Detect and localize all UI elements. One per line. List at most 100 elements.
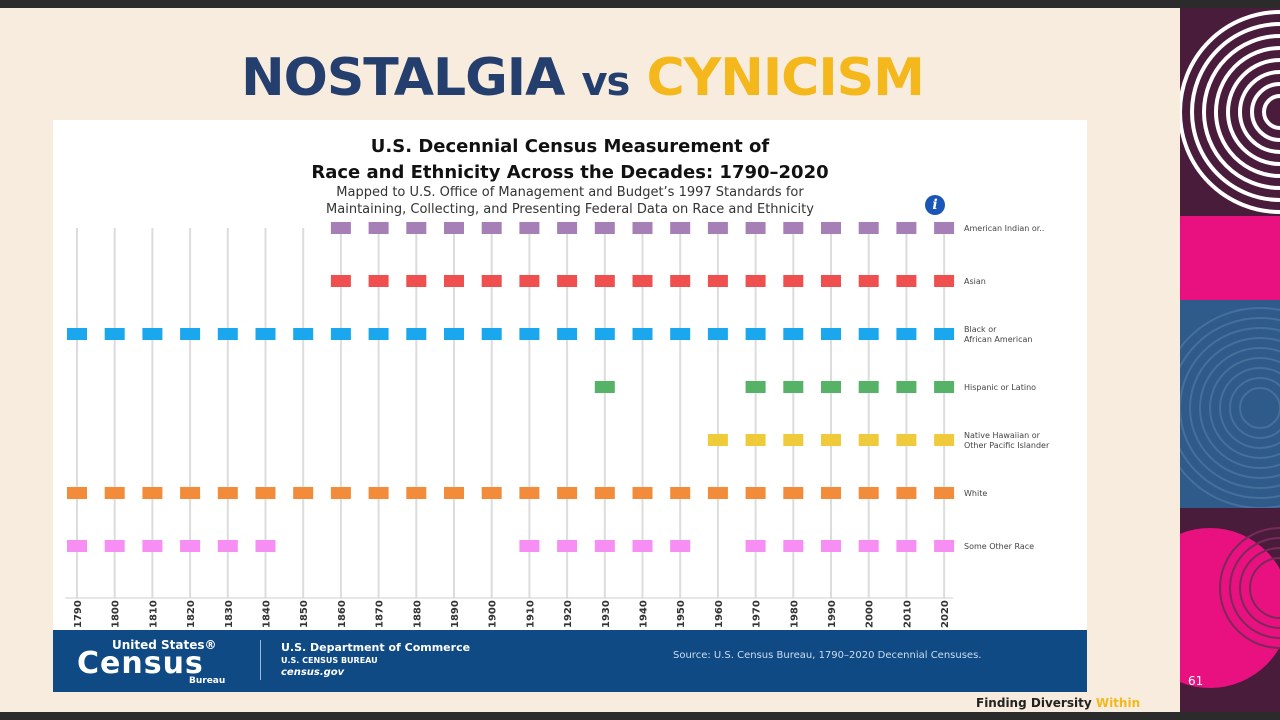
tagline-main: Finding Diversity bbox=[976, 696, 1092, 710]
mark-black-or-african-american-2020 bbox=[934, 328, 955, 340]
mark-black-or-african-american-1970 bbox=[745, 328, 766, 340]
mark-black-or-african-american-1800 bbox=[104, 328, 125, 340]
x-tick-label: 1970 bbox=[752, 600, 763, 628]
series-label: White bbox=[964, 489, 987, 498]
mark-black-or-african-american-1820 bbox=[180, 328, 201, 340]
mark-asian-1870 bbox=[368, 275, 389, 287]
mark-asian-1950 bbox=[670, 275, 691, 287]
series-label: American Indian or.. bbox=[964, 224, 1044, 233]
mark-asian-2010 bbox=[896, 275, 917, 287]
mark-asian-1900 bbox=[481, 275, 502, 287]
chart-subtitle: Mapped to U.S. Office of Management and … bbox=[53, 184, 1087, 218]
mark-american-indian-or--1870 bbox=[368, 222, 389, 234]
mark-black-or-african-american-1900 bbox=[481, 328, 502, 340]
x-tick-label: 1930 bbox=[601, 600, 612, 628]
mark-black-or-african-american-1980 bbox=[783, 328, 804, 340]
mark-native-hawaiian-or-other-pacific-islander-2000 bbox=[858, 434, 879, 446]
x-tick-label: 1990 bbox=[827, 600, 838, 628]
mark-american-indian-or--1890 bbox=[444, 222, 464, 234]
x-tick-label: 1790 bbox=[73, 600, 84, 628]
mark-asian-1890 bbox=[444, 275, 464, 287]
mark-native-hawaiian-or-other-pacific-islander-1970 bbox=[745, 434, 766, 446]
dept-census-bureau: U.S. CENSUS BUREAU bbox=[281, 656, 378, 665]
tagline: Finding Diversity Within bbox=[976, 696, 1140, 710]
series-label: Native Hawaiian or bbox=[964, 431, 1041, 440]
decorative-side-panel bbox=[1180, 8, 1280, 712]
mark-white-1990 bbox=[821, 487, 841, 499]
x-tick-label: 1830 bbox=[224, 600, 235, 628]
mark-some-other-race-1840 bbox=[255, 540, 276, 552]
mark-american-indian-or--1960 bbox=[707, 222, 728, 234]
mark-black-or-african-american-1910 bbox=[519, 328, 540, 340]
mark-white-1880 bbox=[406, 487, 427, 499]
mark-white-2020 bbox=[934, 487, 955, 499]
series-label: Black or bbox=[964, 325, 997, 334]
series-label: Hispanic or Latino bbox=[964, 383, 1036, 392]
x-tick-label: 2000 bbox=[865, 600, 876, 628]
mark-american-indian-or--1930 bbox=[594, 222, 615, 234]
census-footer-band: United States® Census Bureau U.S. Depart… bbox=[53, 630, 1087, 692]
info-icon[interactable]: i bbox=[925, 195, 945, 215]
x-tick-label: 1910 bbox=[525, 600, 536, 628]
mark-black-or-african-american-1880 bbox=[406, 328, 427, 340]
mark-some-other-race-1820 bbox=[180, 540, 201, 552]
mark-white-1860 bbox=[330, 487, 351, 499]
x-tick-label: 1900 bbox=[488, 600, 499, 628]
title-nostalgia: NOSTALGIA bbox=[241, 48, 565, 108]
x-tick-label: 1810 bbox=[148, 600, 159, 628]
mark-some-other-race-1810 bbox=[142, 540, 163, 552]
mark-black-or-african-american-1950 bbox=[670, 328, 691, 340]
mark-hispanic-or-latino-2010 bbox=[896, 381, 917, 393]
x-tick-label: 1800 bbox=[111, 600, 122, 628]
census-timeline-chart: 1790 1800 1810 1820 1830 1840 1850 1860 1870 1880… bbox=[65, 222, 1050, 628]
series-label: Asian bbox=[964, 277, 986, 286]
mark-asian-1880 bbox=[406, 275, 427, 287]
title-vs: vs bbox=[581, 59, 630, 105]
mark-white-1850 bbox=[293, 487, 314, 499]
mark-american-indian-or--1860 bbox=[330, 222, 351, 234]
mark-native-hawaiian-or-other-pacific-islander-1960 bbox=[707, 434, 728, 446]
series-label: Some Other Race bbox=[964, 542, 1034, 551]
mark-asian-1980 bbox=[783, 275, 804, 287]
footer-divider bbox=[260, 640, 261, 680]
mark-asian-1920 bbox=[557, 275, 578, 287]
x-tick-label: 1960 bbox=[714, 600, 725, 628]
series-label: African American bbox=[964, 335, 1033, 344]
mark-native-hawaiian-or-other-pacific-islander-1980 bbox=[783, 434, 804, 446]
mark-some-other-race-1970 bbox=[745, 540, 766, 552]
dept-commerce: U.S. Department of Commerce bbox=[281, 641, 471, 654]
mark-some-other-race-1910 bbox=[519, 540, 540, 552]
mark-black-or-african-american-1850 bbox=[293, 328, 314, 340]
mark-american-indian-or--1980 bbox=[783, 222, 804, 234]
mark-black-or-african-american-2000 bbox=[858, 328, 879, 340]
census-gov-link[interactable]: census.gov bbox=[281, 667, 345, 678]
x-tick-label: 1820 bbox=[186, 600, 197, 628]
mark-some-other-race-1920 bbox=[557, 540, 578, 552]
mark-white-1980 bbox=[783, 487, 804, 499]
mark-black-or-african-american-1930 bbox=[594, 328, 615, 340]
mark-asian-1910 bbox=[519, 275, 540, 287]
mark-asian-1930 bbox=[594, 275, 615, 287]
mark-white-1840 bbox=[255, 487, 276, 499]
mark-white-2010 bbox=[896, 487, 917, 499]
census-bureau-logo: United States® Census Bureau bbox=[77, 638, 247, 686]
chart-subtitle-line1: Mapped to U.S. Office of Management and … bbox=[336, 185, 804, 200]
mark-american-indian-or--2010 bbox=[896, 222, 917, 234]
mark-native-hawaiian-or-other-pacific-islander-2020 bbox=[934, 434, 955, 446]
mark-hispanic-or-latino-1990 bbox=[821, 381, 841, 393]
mark-black-or-african-american-1870 bbox=[368, 328, 389, 340]
mark-some-other-race-1940 bbox=[632, 540, 653, 552]
chart-source-note: Source: U.S. Census Bureau, 1790–2020 De… bbox=[673, 650, 982, 661]
mark-white-1870 bbox=[368, 487, 389, 499]
mark-black-or-african-american-1940 bbox=[632, 328, 653, 340]
mark-some-other-race-1990 bbox=[821, 540, 841, 552]
mark-black-or-african-american-1810 bbox=[142, 328, 163, 340]
mark-american-indian-or--1880 bbox=[406, 222, 427, 234]
chart-title: U.S. Decennial Census Measurement of Rac… bbox=[53, 134, 1087, 186]
mark-white-2000 bbox=[858, 487, 879, 499]
mark-black-or-african-american-2010 bbox=[896, 328, 917, 340]
logo-united-states: United States® bbox=[112, 638, 217, 652]
mark-hispanic-or-latino-2000 bbox=[858, 381, 879, 393]
slide-title: NOSTALGIA vs CYNICISM bbox=[0, 48, 1165, 108]
chart-subtitle-line2: Maintaining, Collecting, and Presenting … bbox=[326, 202, 814, 217]
